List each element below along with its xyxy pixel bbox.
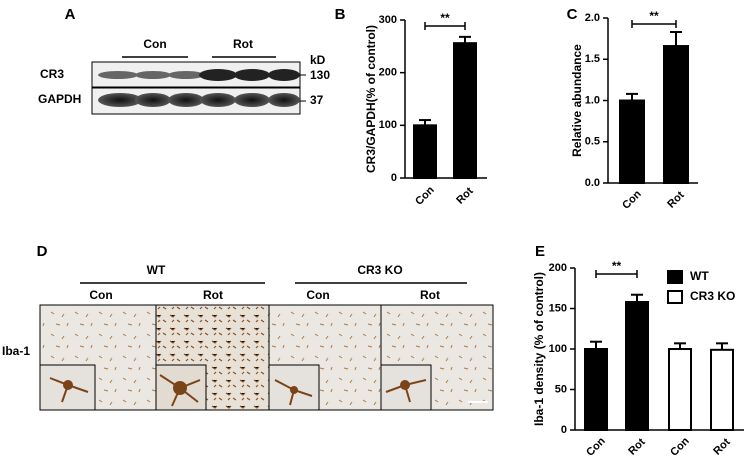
bar xyxy=(710,348,734,431)
blot-label: CR3 xyxy=(40,67,64,81)
bar xyxy=(663,45,689,184)
group-label: Rot xyxy=(233,37,253,51)
bar xyxy=(668,348,692,431)
panel-label: E xyxy=(535,243,545,260)
y-tick-label: 0 xyxy=(561,424,567,436)
condition-label: Con xyxy=(89,288,112,302)
blot-label: GAPDH xyxy=(38,92,81,106)
bar xyxy=(413,124,437,180)
panel-label: C xyxy=(567,6,578,23)
y-tick-label: 200 xyxy=(549,262,567,274)
y-tick-label: 1.5 xyxy=(585,53,600,65)
y-tick-label: 1.0 xyxy=(585,94,600,106)
panel-label: B xyxy=(335,6,346,23)
y-axis-label: CR3/GAPDH(% of control) xyxy=(364,25,378,173)
y-tick-label: 0 xyxy=(391,172,397,184)
condition-label: Rot xyxy=(203,288,223,302)
y-tick-label: 0.5 xyxy=(585,136,600,148)
condition-label: Rot xyxy=(420,288,440,302)
y-tick-label: 0.0 xyxy=(585,177,600,189)
x-tick-label: Rot xyxy=(665,189,687,211)
x-tick-label: Con xyxy=(584,435,608,459)
size-label: 37 xyxy=(310,93,324,107)
significance-bracket xyxy=(424,22,466,30)
x-tick-label: Con xyxy=(620,188,644,212)
x-tick-label: Rot xyxy=(711,436,733,458)
y-axis-label: Relative abundance xyxy=(570,44,584,157)
significance-bracket xyxy=(631,20,677,28)
x-tick-label: Con xyxy=(668,435,692,459)
stain-label: Iba-1 xyxy=(2,344,30,358)
unit-label: kD xyxy=(310,53,326,67)
y-tick-label: 50 xyxy=(555,383,567,395)
significance-label: ** xyxy=(440,11,450,25)
group-label: Con xyxy=(143,37,166,51)
x-tick-label: Rot xyxy=(626,436,648,458)
legend-swatch xyxy=(667,270,683,284)
bar xyxy=(619,99,645,184)
bar xyxy=(625,301,649,431)
panel-label: A xyxy=(65,6,76,23)
significance-label: ** xyxy=(612,259,622,273)
y-tick-label: 150 xyxy=(549,302,567,314)
condition-label: Con xyxy=(306,288,329,302)
y-tick-label: 2.0 xyxy=(585,12,600,24)
bar xyxy=(584,348,608,431)
panel-label: D xyxy=(37,243,48,260)
legend-label: CR3 KO xyxy=(690,289,735,303)
y-tick-label: 300 xyxy=(379,14,397,26)
genotype-label: WT xyxy=(147,263,166,277)
x-tick-label: Rot xyxy=(454,185,476,207)
size-label: 130 xyxy=(310,68,330,82)
y-tick-label: 100 xyxy=(549,343,567,355)
x-tick-label: Con xyxy=(413,184,437,208)
bar xyxy=(453,42,477,179)
genotype-label: CR3 KO xyxy=(357,263,402,277)
significance-label: ** xyxy=(649,9,659,23)
legend-label: WT xyxy=(690,269,709,283)
significance-bracket xyxy=(595,270,638,278)
legend-swatch xyxy=(667,290,683,304)
y-tick-label: 200 xyxy=(379,67,397,79)
y-tick-label: 100 xyxy=(379,119,397,131)
y-axis-label: Iba-1 density (% of control) xyxy=(532,272,546,426)
